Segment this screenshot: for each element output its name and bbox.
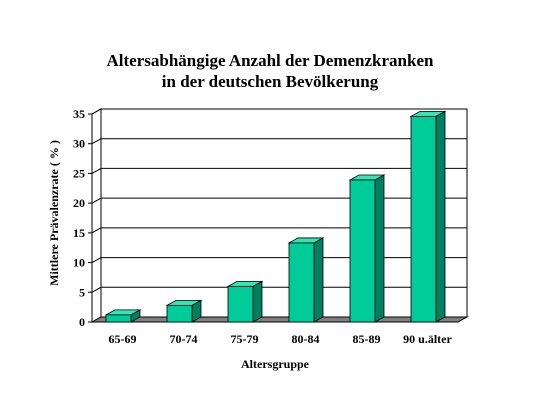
bar-90 u.älter [409, 110, 447, 323]
bar-85-89 [348, 174, 386, 323]
gridline [91, 167, 467, 174]
bar-side [252, 280, 263, 323]
x-tick-label: 90 u.älter [403, 332, 452, 346]
gridline [91, 227, 467, 234]
y-tick-label: 25 [73, 166, 85, 180]
back-wall [100, 108, 468, 318]
x-axis-label: Altersgruppe [241, 357, 310, 371]
x-tick-label: 80-84 [292, 332, 320, 346]
x-tick-label: 75-79 [231, 332, 259, 346]
y-tick-label: 5 [79, 285, 85, 299]
bar-80-84 [287, 237, 325, 323]
bar-front [227, 285, 254, 323]
bar-65-69 [104, 309, 142, 323]
bar-side [374, 174, 385, 323]
gridline [91, 257, 467, 264]
y-tick-label: 0 [79, 315, 85, 329]
gridline [91, 197, 467, 204]
y-tick-label: 15 [73, 226, 85, 240]
y-axis-label: Mittlere Prävalenzrate ( % ) [47, 140, 61, 286]
gridline [91, 138, 467, 145]
bar-70-74 [165, 299, 203, 323]
y-tick-label: 35 [73, 107, 85, 121]
labels: 0 5 10 15 20 25 30 35 65-69 70-74 75-79 80-84 85-89 9… [73, 107, 453, 346]
bar-side [313, 237, 324, 323]
bar-side [435, 110, 446, 323]
bar-75-79 [226, 280, 264, 323]
chart-title: Altersabhängige Anzahl der Demenzkranken… [0, 50, 540, 92]
chart-title-line-1: Altersabhängige Anzahl der Demenzkranken [106, 51, 434, 70]
y-tick-label: 30 [73, 137, 85, 151]
bars [104, 110, 447, 323]
gridline [91, 286, 467, 293]
bar-front [288, 242, 315, 323]
y-tick-label: 10 [73, 256, 85, 270]
x-tick-label: 70-74 [170, 332, 198, 346]
bar-front [410, 115, 437, 323]
gridline [91, 108, 467, 115]
bar-front [166, 304, 193, 323]
axes [88, 113, 458, 323]
x-tick-label: 85-89 [353, 332, 381, 346]
bar-front [105, 314, 132, 323]
y-tick-label: 20 [73, 196, 85, 210]
grid-lines [91, 108, 468, 323]
chart-title-line-2: in der deutschen Bevölkerung [161, 72, 379, 91]
x-tick-label: 65-69 [109, 332, 137, 346]
bar-front [349, 179, 376, 323]
